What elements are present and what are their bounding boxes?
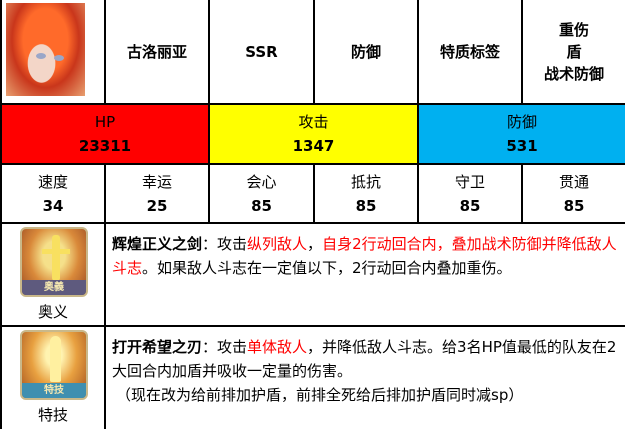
substat-label: 抵抗 — [350, 172, 381, 191]
traits: 重伤 盾 战术防御 — [523, 0, 625, 105]
highlight-text: 单体敌人 — [247, 338, 308, 356]
substat-value: 85 — [355, 196, 377, 215]
skill-description: 辉煌正义之剑：攻击纵列敌人，自身2行动回合内，叠加战术防御并降低敌人斗志。如果敌… — [106, 224, 625, 327]
substat-value: 25 — [146, 196, 168, 215]
stat-label: HP — [94, 113, 116, 131]
portrait-cell — [2, 0, 106, 105]
class: 防御 — [315, 0, 419, 105]
substat: 守卫 85 — [419, 165, 523, 224]
text: ，并降低敌人斗志。给3名HP值最低的队友在2大回合内加盾并吸收一定量的伤害。 — [112, 338, 617, 380]
substat-label: 幸运 — [141, 172, 172, 191]
stat-defense: 防御 531 — [419, 105, 625, 165]
substat: 抵抗 85 — [315, 165, 419, 224]
stat-label: 攻击 — [298, 113, 329, 131]
stat-attack: 攻击 1347 — [210, 105, 419, 165]
stat-label: 防御 — [506, 113, 537, 131]
substat-label: 会心 — [246, 172, 277, 191]
substat-label: 贯通 — [558, 172, 589, 191]
highlight-text: 自身2行动回合内，叠加战术防御并降低敌人斗志 — [112, 235, 617, 277]
text: 。如果敌人斗志在一定值以下，2行动回合内叠加重伤。 — [142, 259, 512, 277]
skill-type: 特技 — [37, 406, 68, 424]
skill-description: 打开希望之刃：攻击单体敌人，并降低敌人斗志。给3名HP值最低的队友在2大回合内加… — [106, 327, 625, 429]
skill-name: 打开希望之刃 — [112, 338, 203, 356]
substat-value: 85 — [251, 196, 272, 215]
substat: 幸运 25 — [106, 165, 210, 224]
skill-type-cell: 奥義 奥义 — [2, 224, 106, 327]
substat: 会心 85 — [210, 165, 315, 224]
substat-label: 守卫 — [454, 172, 485, 191]
skill-type: 奥义 — [37, 303, 68, 321]
substat: 速度 34 — [2, 165, 106, 224]
substat-value: 85 — [563, 196, 585, 215]
trait: 战术防御 — [543, 64, 604, 83]
skill-type-cell: 特技 特技 — [2, 327, 106, 429]
text: ， — [307, 235, 323, 253]
stat-value: 23311 — [78, 137, 132, 155]
rarity: SSR — [210, 0, 315, 105]
text: ：攻击 — [202, 235, 248, 253]
text: ：攻击 — [202, 338, 248, 356]
highlight-text: 纵列敌人 — [247, 235, 308, 253]
stat-value: 1347 — [292, 137, 335, 155]
trait-label: 特质标签 — [419, 0, 523, 105]
stat-value: 531 — [506, 137, 538, 155]
skill-note: （现在改为给前排加护盾，前排全死给后排加护盾同时减sp） — [116, 386, 524, 404]
ultimate-skill-icon: 奥義 — [20, 227, 88, 297]
skill-badge: 特技 — [22, 383, 86, 398]
character-name: 古洛丽亚 — [106, 0, 210, 105]
trait: 盾 — [566, 42, 582, 61]
substat-value: 34 — [42, 196, 64, 215]
stat-hp: HP 23311 — [2, 105, 210, 165]
substat-value: 85 — [459, 196, 481, 215]
special-skill-icon: 特技 — [20, 330, 88, 400]
substat-label: 速度 — [37, 172, 68, 191]
substat: 贯通 85 — [523, 165, 625, 224]
skill-name: 辉煌正义之剑 — [112, 235, 203, 253]
trait: 重伤 — [558, 20, 589, 39]
character-portrait — [6, 3, 85, 96]
skill-badge: 奥義 — [22, 280, 86, 295]
